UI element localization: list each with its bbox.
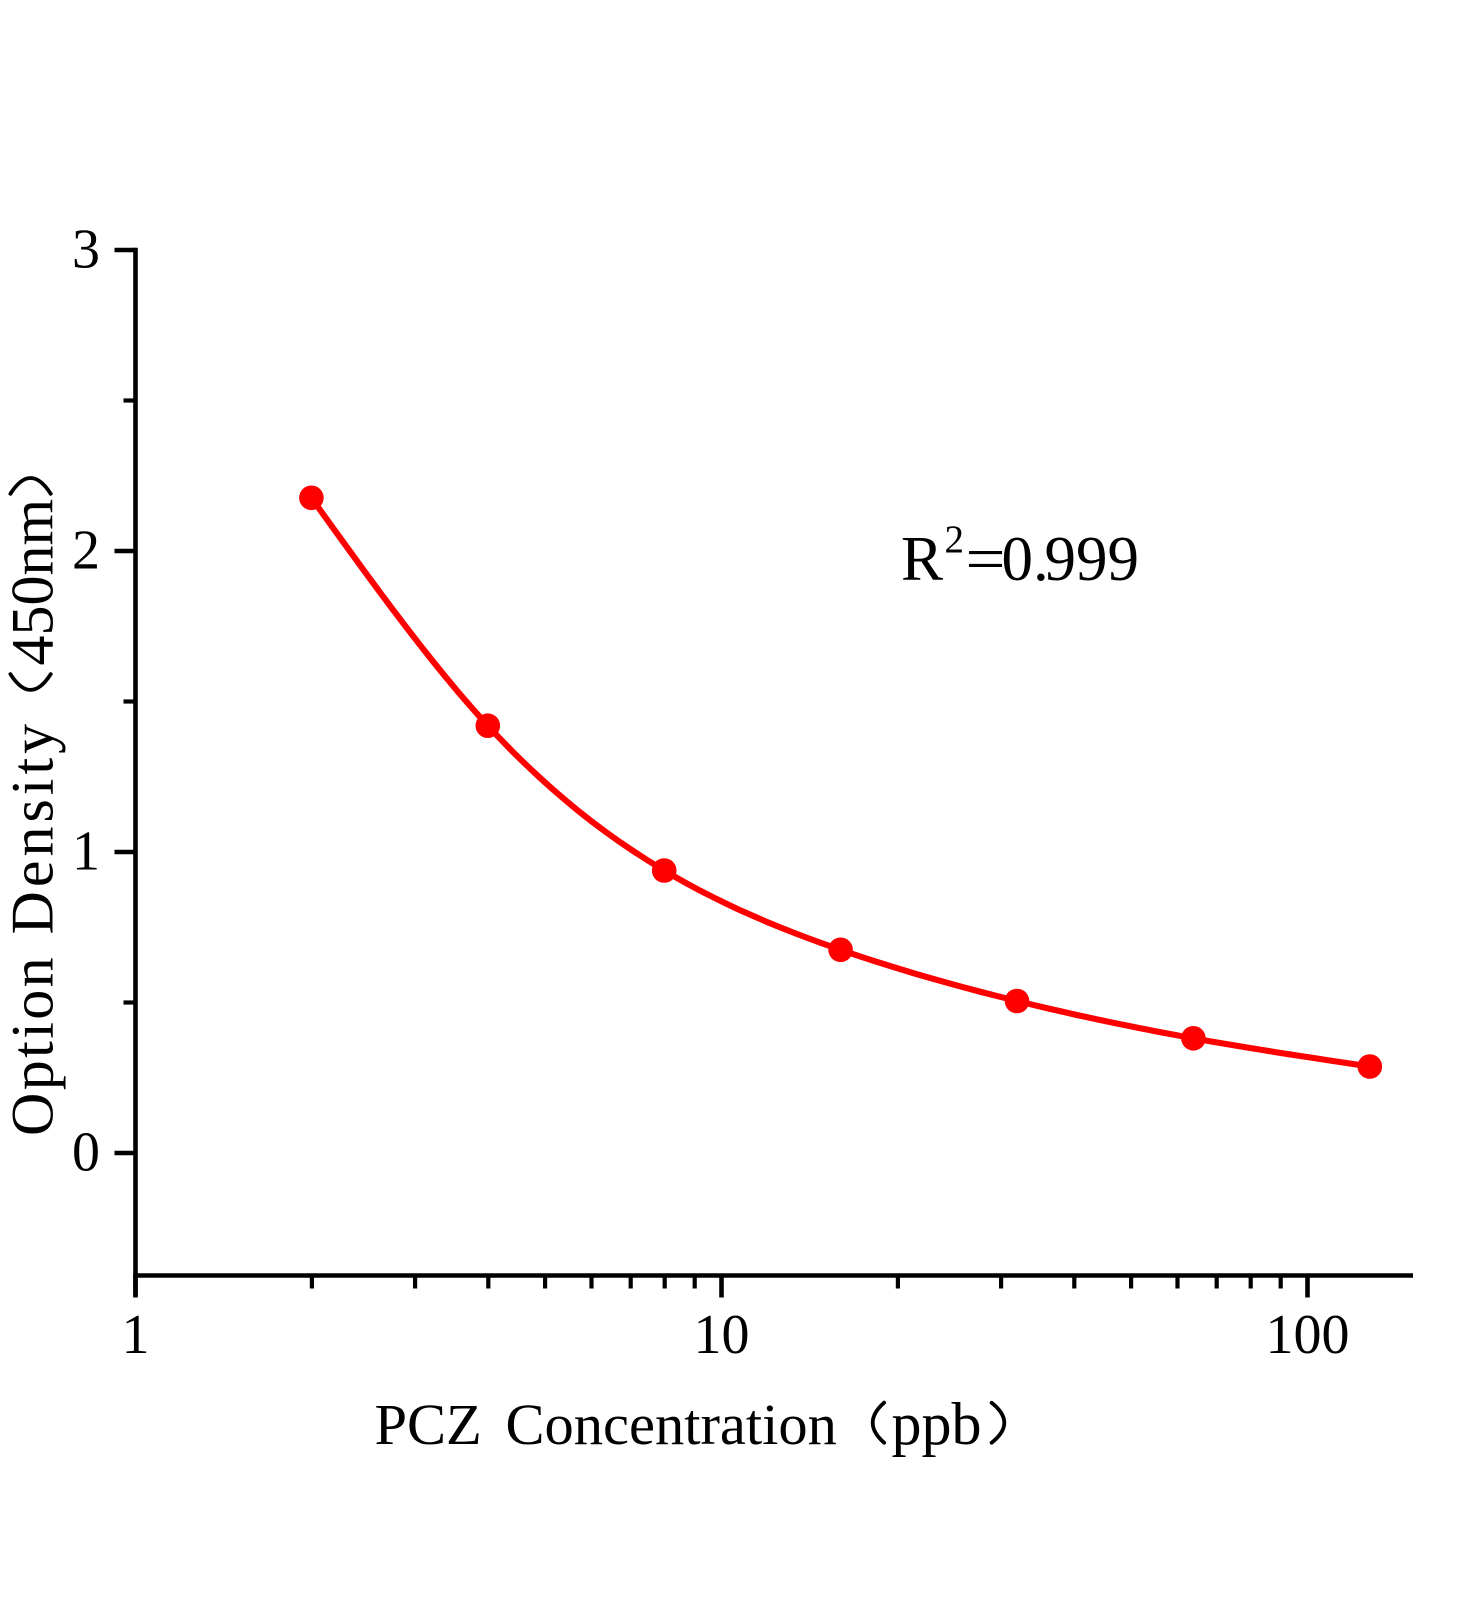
svg-text:3: 3	[72, 219, 100, 281]
svg-text:PCZ: PCZ	[375, 1392, 482, 1457]
svg-text:10: 10	[694, 1304, 750, 1366]
svg-text:100: 100	[1266, 1304, 1350, 1366]
svg-text:2: 2	[72, 520, 100, 582]
svg-text:Option: Option	[0, 955, 66, 1136]
svg-text:=: =	[966, 524, 1006, 594]
svg-text:0.: 0.	[1002, 524, 1049, 594]
svg-text:Density: Density	[0, 720, 66, 935]
svg-text:R: R	[901, 524, 943, 594]
svg-text:0: 0	[72, 1122, 100, 1184]
svg-text:999: 999	[1045, 524, 1140, 594]
svg-text:1: 1	[72, 821, 100, 883]
svg-text:ppb: ppb	[892, 1391, 982, 1457]
svg-text:2: 2	[945, 518, 965, 561]
svg-text:Concentration: Concentration	[506, 1392, 837, 1457]
svg-text:1: 1	[122, 1304, 150, 1366]
svg-text:450nm: 450nm	[0, 499, 66, 666]
